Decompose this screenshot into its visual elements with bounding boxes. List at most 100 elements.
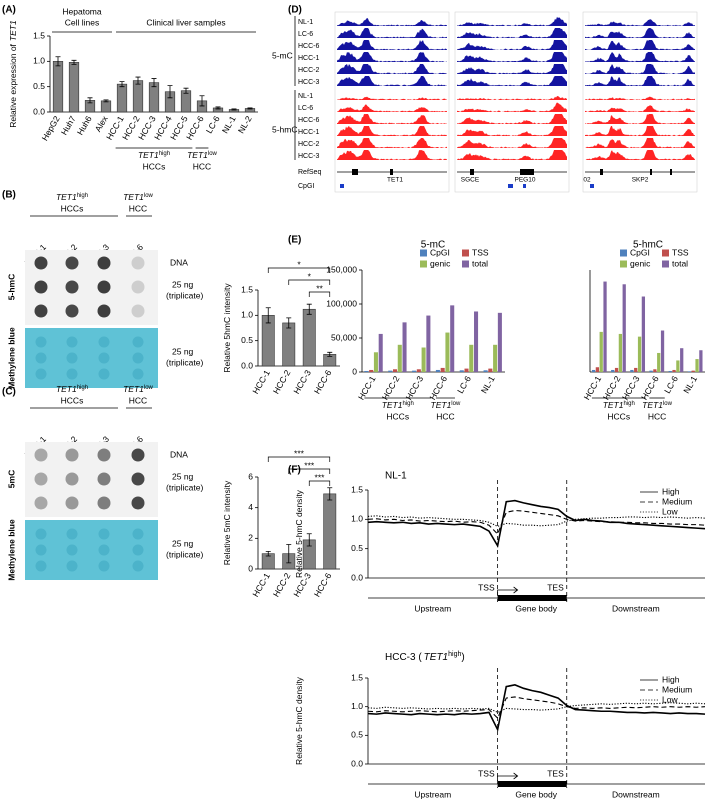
blot-group: TET1high [56,384,88,394]
region-label: Upstream [414,789,451,799]
signal-track [457,40,567,50]
legend-label: Low [662,694,678,704]
blot-dot [131,304,145,318]
sample-label: HCC-3 [298,153,319,160]
blot-label: 25 ng [172,471,194,481]
bar [634,367,638,372]
y-axis-label-text: Relative 5-hmC density [294,489,304,578]
group-label-label: HCC [436,411,454,421]
blot-dot [34,280,48,294]
annotation: Clinical liver samples [146,17,225,27]
significance-label: *** [315,472,326,482]
blot-dot [65,280,79,294]
signal-track [585,138,695,148]
annotation: Cell lines [65,17,100,27]
bar [464,368,469,372]
blot-dot [97,496,111,510]
significance-label: ** [316,283,323,293]
gene-name: TET1 [123,384,144,394]
y-tick-label: 2 [248,533,253,543]
bar [641,296,646,372]
blot-label: 25 ng [172,538,194,548]
bar [116,83,128,113]
bar [637,336,642,372]
significance-bracket [267,267,331,273]
bar [445,332,450,372]
group-label-label: HCCs [143,161,166,171]
blot-dot [65,256,79,270]
y-tick-label: 1.0 [33,56,45,66]
bar [493,344,498,372]
landmark-label: TSS [478,582,495,592]
legend-label: Medium [662,684,692,694]
gene-level: low [208,151,218,157]
refseq-label: RefSeq [298,169,321,176]
signal-track [457,28,567,38]
signal-track [585,19,695,26]
bar [435,369,440,372]
profile-line [367,696,706,720]
blot-dot [97,472,111,486]
legend-swatch [420,249,427,257]
methylene-dot [98,544,110,556]
y-tick-label: 1.5 [351,484,363,494]
signal-track [337,28,447,38]
signal-track [585,105,695,112]
tss-arrow [497,586,519,595]
blot-dot [97,304,111,318]
sample-label: HCC-1 [298,129,319,136]
group-label: TET1high [382,400,414,410]
bar [323,493,337,570]
signal-track [457,64,567,74]
gene-label: 02 [583,177,591,184]
error-bar [87,97,93,104]
region-label: Upstream [414,603,451,613]
blot-dot [97,448,111,462]
gene-name: TET1 [138,150,159,160]
gene-level: high [159,151,170,157]
landmark-label: TES [547,768,564,778]
error-bar [103,99,109,103]
legend-label: CpGI [630,247,650,257]
bar [282,322,296,367]
error-bar [119,81,125,88]
bar [52,61,64,113]
signal-track [337,126,447,136]
blot-label: 25 ng [172,279,194,289]
bar [402,322,407,372]
bar [388,370,393,372]
signal-track [457,150,567,160]
group-label: TET1high [138,150,170,160]
legend-swatch [620,260,627,268]
significance-bracket [288,468,331,474]
error-bar [151,78,157,88]
y-tick-label: 0.0 [241,360,253,370]
error-bar [265,307,271,324]
blot-label: (triplicate) [166,549,203,559]
bar [653,369,657,372]
blot-dot [34,448,48,462]
blot-dot [65,304,79,318]
bar [369,369,374,372]
methylene-dot [66,352,78,364]
methylene-dot [35,336,47,348]
blot-label: DNA [170,257,188,267]
track-frame [334,11,450,193]
y-tick-label: 1.5 [241,284,253,294]
gene-level: low [144,385,154,391]
bar [599,331,603,372]
bar [373,352,378,372]
bar [132,80,144,113]
blot-dot [131,280,145,294]
methylene-dot [35,528,47,540]
signal-track [585,64,695,74]
chart-title: NL-1 [385,471,407,482]
landmark-label: TES [547,582,564,592]
signal-track [337,40,447,50]
gene-level: high [623,401,634,407]
gene-name: TET1 [187,150,208,160]
blot-dot [34,256,48,270]
bar [364,370,369,372]
signal-track [585,114,695,124]
